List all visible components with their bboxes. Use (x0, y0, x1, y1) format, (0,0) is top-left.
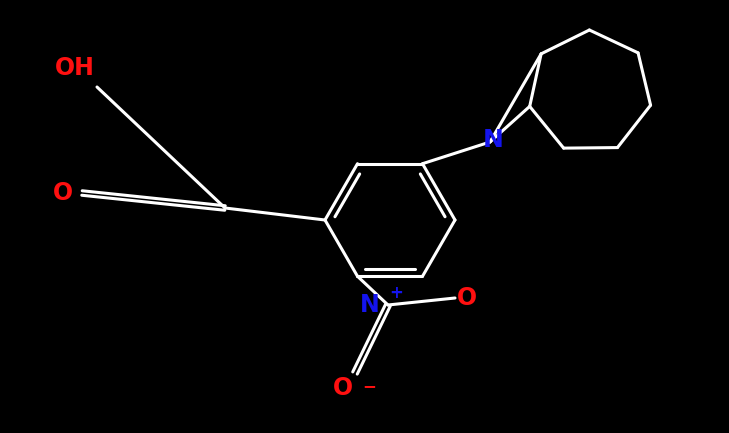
Text: O: O (457, 286, 477, 310)
Text: +: + (389, 284, 403, 302)
Text: O: O (53, 181, 73, 205)
Text: N: N (483, 128, 504, 152)
Text: −: − (362, 377, 376, 395)
Text: OH: OH (55, 56, 95, 80)
Text: O: O (333, 376, 353, 400)
Text: N: N (360, 293, 380, 317)
